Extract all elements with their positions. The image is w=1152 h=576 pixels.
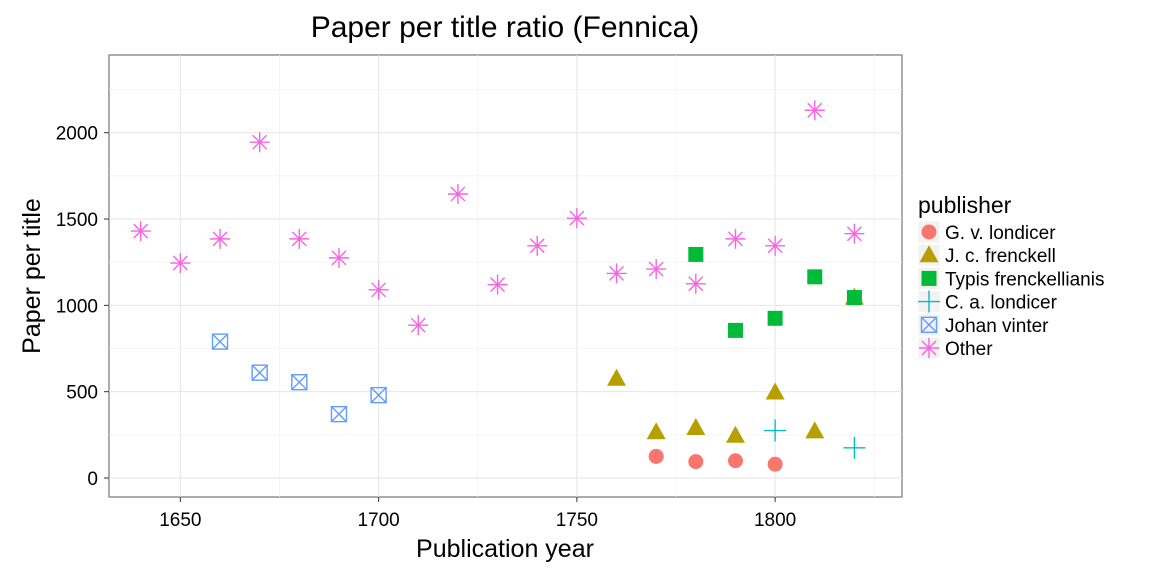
y-axis-title: Paper per title <box>18 198 46 354</box>
axis-ticks: 1650 1700 1750 1800 0 500 1000 1500 2000 <box>56 124 797 531</box>
data-point-other <box>765 235 786 256</box>
legend-label: Typis frenckellianis <box>945 269 1104 290</box>
data-point-j-c-frenckell <box>805 421 825 439</box>
data-point-other <box>844 223 865 244</box>
data-point-johan-vinter <box>251 364 268 381</box>
legend-label: J. c. frenckell <box>945 246 1056 267</box>
legend-title: publisher <box>918 192 1012 218</box>
data-point-johan-vinter <box>291 373 308 391</box>
data-point-other <box>685 273 706 294</box>
y-tick-label: 1500 <box>56 210 98 231</box>
data-point-other <box>210 228 231 249</box>
data-point-other <box>646 259 667 280</box>
legend-key <box>921 270 937 286</box>
data-point-c-a-londicer <box>843 436 866 459</box>
grid-lines <box>109 55 902 497</box>
chart-title: Paper per title ratio (Fennica) <box>311 11 700 44</box>
legend-key <box>919 245 939 263</box>
data-points <box>130 100 866 472</box>
x-tick-label: 1750 <box>556 510 598 531</box>
y-tick-label: 2000 <box>56 124 98 145</box>
legend-key <box>920 316 938 333</box>
data-point-other <box>804 100 825 121</box>
data-point-other <box>170 253 191 274</box>
data-point-other <box>289 228 310 249</box>
data-point-j-c-frenckell <box>765 382 785 400</box>
data-point-johan-vinter <box>211 333 229 350</box>
x-axis-title: Publication year <box>416 535 594 563</box>
data-point-other <box>130 221 151 242</box>
data-point-other <box>447 183 468 204</box>
y-tick-label: 500 <box>66 383 98 404</box>
data-point-g-v-londicer <box>727 453 743 469</box>
data-point-j-c-frenckell <box>607 368 627 386</box>
data-point-typis-frenckellianis <box>688 246 704 262</box>
data-point-typis-frenckellianis <box>767 310 783 326</box>
legend-label: Other <box>945 339 993 360</box>
x-tick-label: 1700 <box>357 510 399 531</box>
data-point-other <box>527 235 548 256</box>
data-point-other <box>368 279 389 300</box>
data-point-j-c-frenckell <box>646 422 666 440</box>
data-point-other <box>725 228 746 249</box>
legend-label: C. a. londicer <box>945 293 1058 314</box>
data-point-c-a-londicer <box>764 419 787 442</box>
data-point-typis-frenckellianis <box>807 269 823 285</box>
plot-panel <box>108 54 903 498</box>
data-point-g-v-londicer <box>648 448 664 464</box>
legend-key <box>918 290 940 313</box>
data-point-j-c-frenckell <box>725 425 745 443</box>
legend-label: Johan vinter <box>945 316 1049 337</box>
y-tick-label: 0 <box>87 469 98 490</box>
data-point-typis-frenckellianis <box>727 322 743 338</box>
x-tick-label: 1800 <box>754 510 796 531</box>
legend-key <box>921 224 937 240</box>
legend-key <box>919 338 939 358</box>
legend-label: G. v. londicer <box>945 223 1056 244</box>
data-point-other <box>566 208 587 229</box>
data-point-other <box>408 315 429 336</box>
x-tick-label: 1650 <box>159 510 201 531</box>
y-tick-label: 1000 <box>56 296 98 317</box>
data-point-j-c-frenckell <box>686 417 706 435</box>
data-point-typis-frenckellianis <box>846 290 862 306</box>
data-point-other <box>328 247 349 268</box>
data-point-other <box>487 274 508 295</box>
data-point-johan-vinter <box>370 386 387 404</box>
data-point-other <box>249 132 270 153</box>
data-point-g-v-londicer <box>767 456 783 472</box>
data-point-johan-vinter <box>330 405 348 423</box>
data-point-g-v-londicer <box>688 454 704 470</box>
data-point-other <box>606 263 627 284</box>
